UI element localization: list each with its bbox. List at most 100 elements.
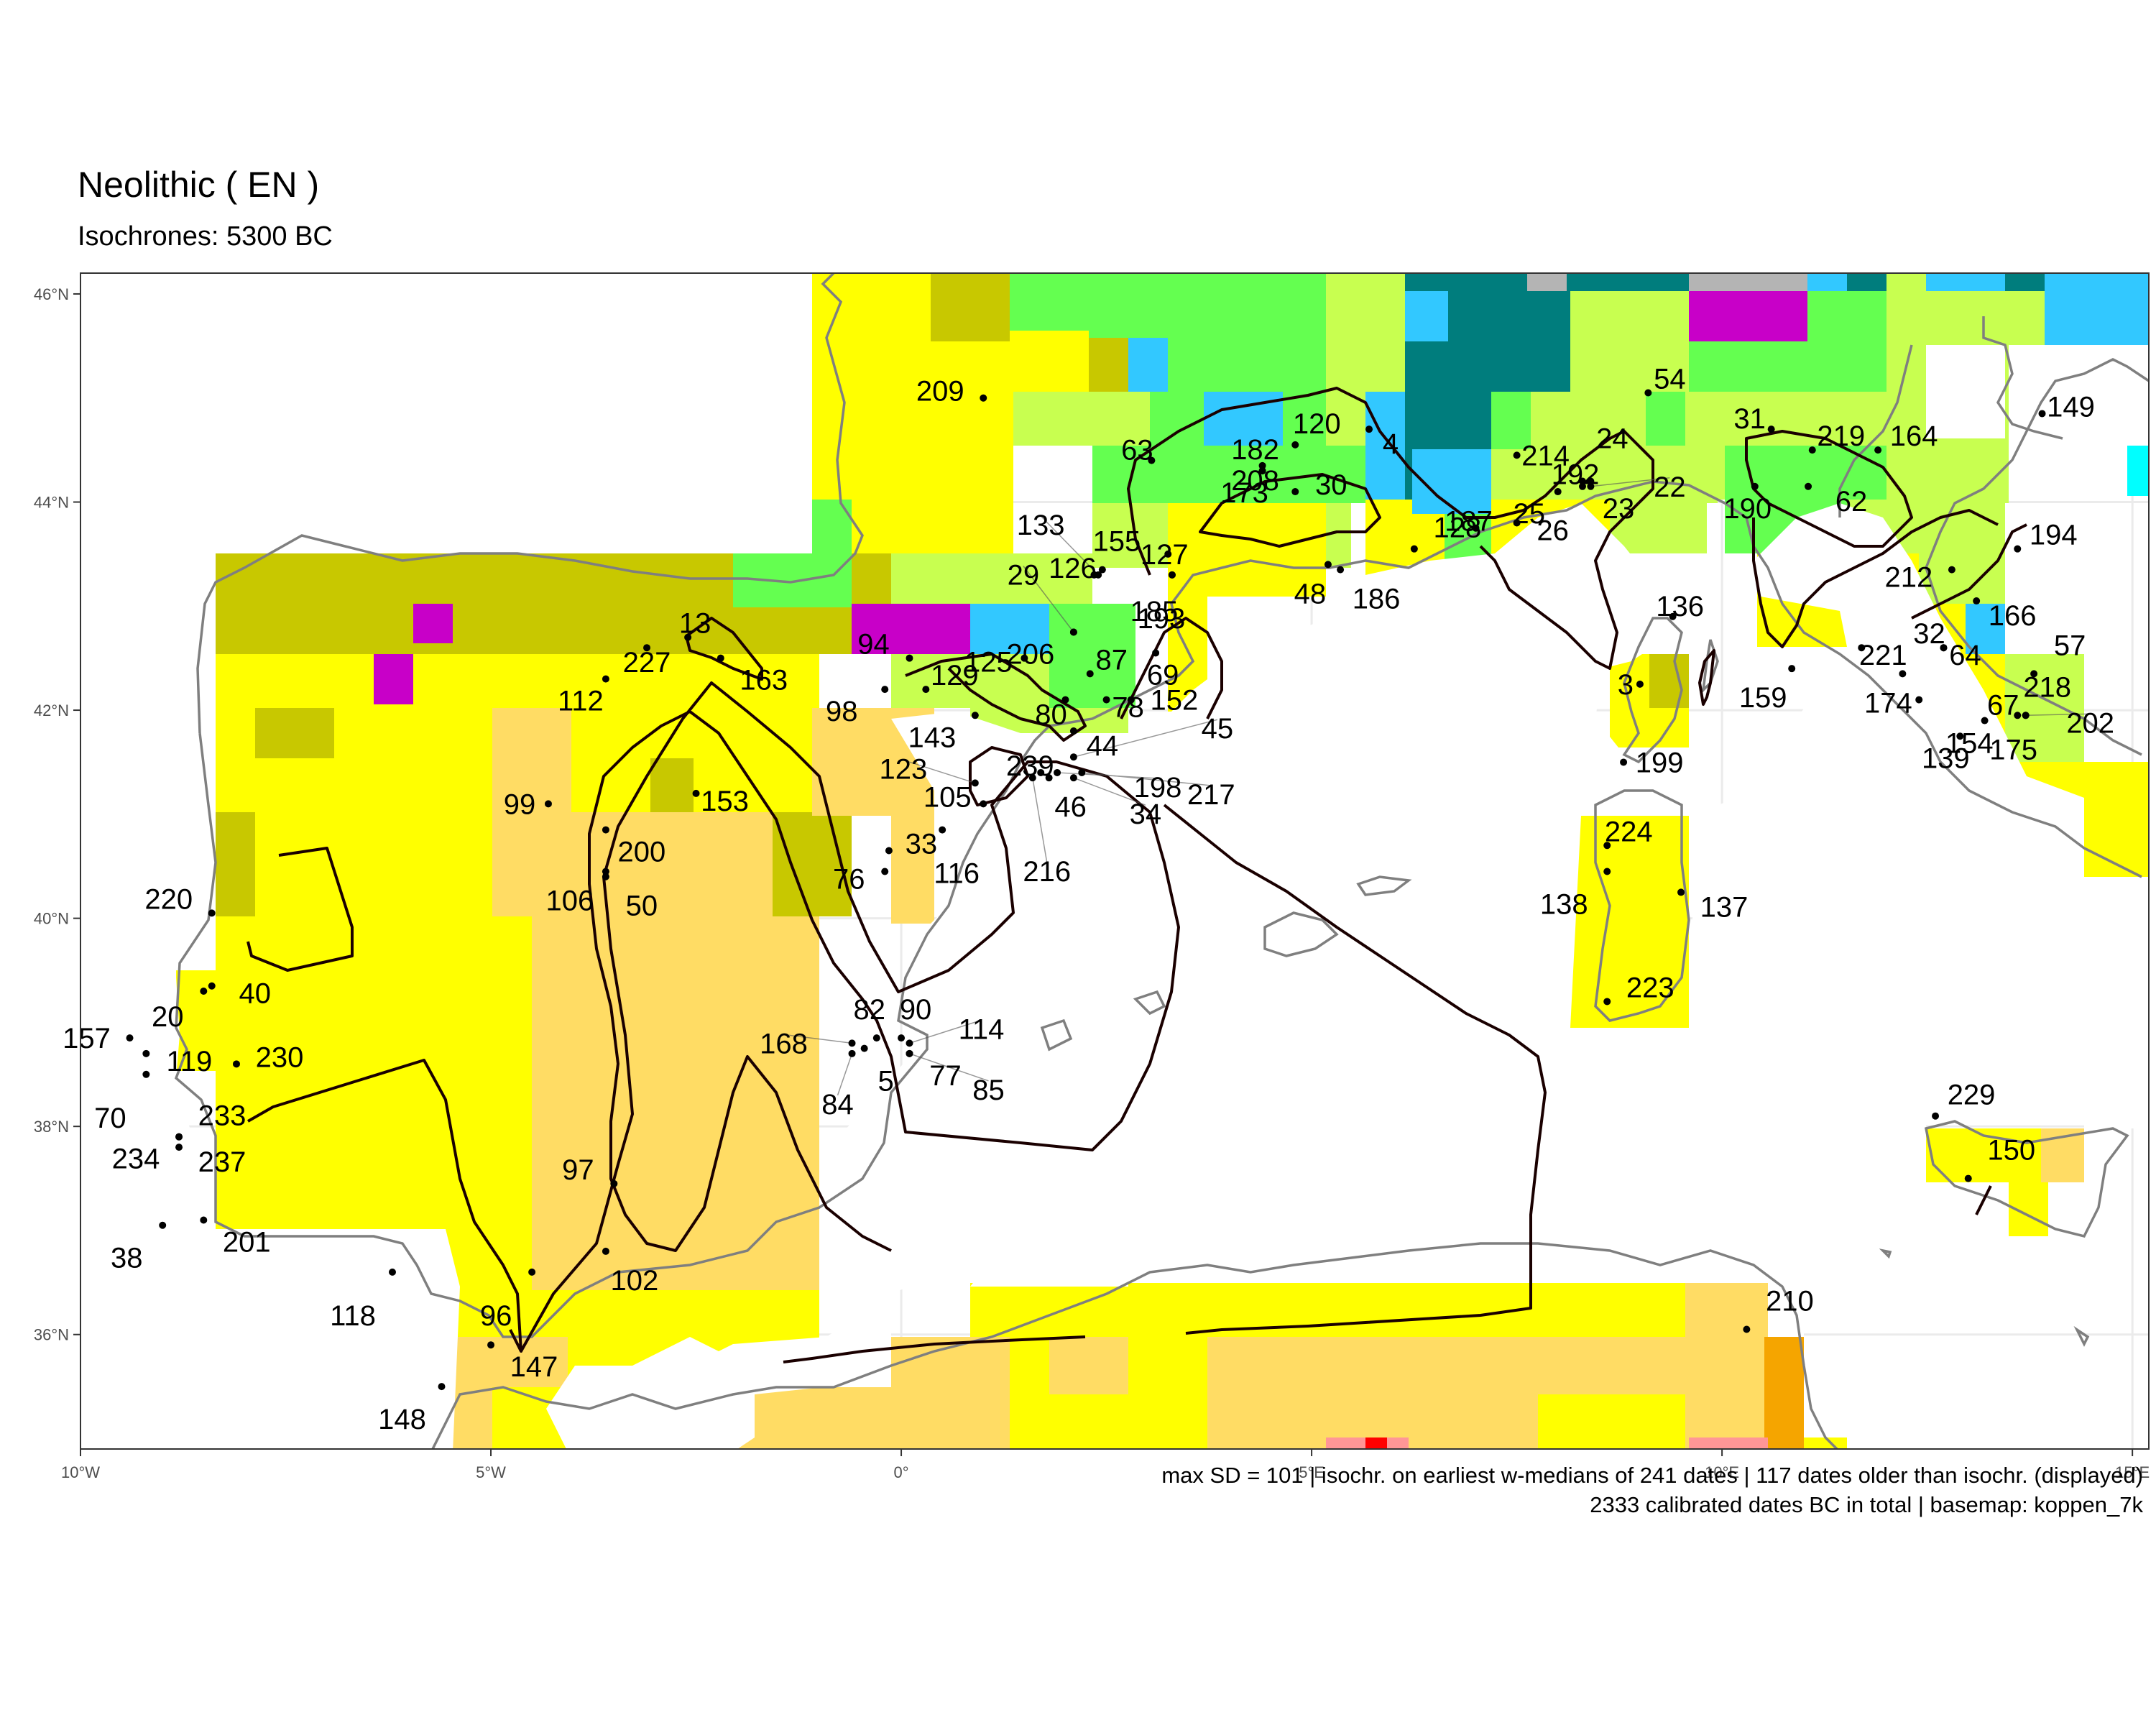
site-point: [1964, 1174, 1972, 1182]
site-points: [126, 389, 2046, 1391]
raster-cell: [1610, 446, 1718, 503]
site-label: 5: [878, 1066, 894, 1098]
site-point: [602, 675, 609, 683]
raster-cell: [1168, 503, 1326, 597]
site-point: [142, 1049, 150, 1057]
site-point: [1513, 519, 1521, 527]
sea-area: [2084, 877, 2149, 1287]
isochrone-lines: [247, 387, 2027, 1363]
site-point: [1603, 868, 1611, 875]
raster-cell: [1570, 291, 1689, 392]
raster-cell: [852, 553, 891, 607]
raster-cell: [1049, 604, 1135, 708]
site-point: [602, 826, 609, 834]
site-point: [610, 1179, 618, 1187]
site-point: [1948, 566, 1955, 574]
site-label: 155: [1092, 526, 1141, 558]
site-point: [922, 686, 930, 694]
raster-cell: [255, 708, 334, 758]
site-point: [906, 1039, 913, 1047]
site-point: [1061, 696, 1069, 704]
site-point: [1874, 446, 1882, 454]
caption-line-2: 2333 calibrated dates BC in total | base…: [1590, 1492, 2143, 1517]
coastline-iberia-north: [196, 273, 864, 734]
raster-cell: [773, 812, 852, 916]
site-point: [1069, 753, 1077, 761]
site-label: 4: [1383, 428, 1399, 460]
isochrone-maritime-alps: [1199, 473, 1381, 548]
raster-cell: [2127, 446, 2149, 496]
coastline-malta: [2073, 1325, 2090, 1347]
site-label: 154: [1945, 728, 1994, 760]
site-label: 153: [701, 786, 749, 817]
site-point: [528, 1268, 536, 1276]
site-label: 87: [1095, 644, 1128, 676]
site-labels: 209 54 149 31 219 164 63 182 120 4 214 24 192 22 208 30…: [63, 363, 2114, 1435]
label-leader: [909, 1019, 982, 1044]
map-title: Neolithic ( EN ): [78, 165, 320, 205]
raster-cell: [532, 916, 819, 1290]
site-point: [1078, 768, 1086, 776]
site-label: 90: [900, 994, 932, 1026]
x-tick-label: 0°: [894, 1463, 909, 1481]
site-label: 209: [916, 376, 964, 408]
site-label: 164: [1890, 420, 1938, 452]
site-label: 221: [1859, 640, 1907, 671]
site-label: 38: [111, 1243, 143, 1274]
site-label: 30: [1315, 469, 1348, 501]
site-point: [159, 1221, 167, 1229]
sea-area: [970, 1222, 1128, 1287]
site-point: [1168, 571, 1176, 579]
site-label: 67: [1987, 689, 2019, 721]
site-label: 201: [223, 1226, 271, 1258]
label-leader-lines: [783, 477, 2091, 1096]
isochrone-africa: [783, 1335, 1086, 1363]
site-label: 218: [2023, 671, 2071, 703]
site-label: 78: [1112, 692, 1144, 724]
isochrone-catalonia-b: [969, 746, 1029, 806]
label-leader: [903, 759, 976, 784]
label-leader: [1073, 719, 1218, 758]
raster-cell: [1365, 1438, 1387, 1449]
site-label: 186: [1353, 584, 1401, 615]
site-point: [1743, 1325, 1751, 1333]
site-label: 233: [198, 1100, 247, 1132]
coastline-adriatic: [1982, 316, 2063, 440]
label-leader: [909, 1053, 989, 1082]
x-tick-label: 5°E: [1299, 1463, 1325, 1481]
site-label: 137: [1700, 891, 1749, 923]
y-axis: 36°N 38°N 40°N 42°N 44°N 46°N: [34, 285, 80, 1344]
site-point: [1767, 426, 1775, 433]
label-leader: [1023, 566, 1074, 632]
isochrone-catalonia-a: [905, 653, 1087, 742]
raster-cell: [1326, 1438, 1365, 1449]
site-label: 46: [1054, 791, 1087, 823]
site-point: [200, 1216, 208, 1224]
site-point: [872, 1034, 880, 1042]
raster-cell: [1405, 291, 1448, 341]
site-label: 97: [562, 1154, 594, 1186]
site-label: 45: [1202, 713, 1234, 745]
site-label: 128: [1433, 512, 1481, 544]
raster-cell: [2084, 805, 2149, 877]
site-point: [2038, 410, 2046, 418]
raster-cell: [1491, 392, 1531, 449]
site-point: [1098, 566, 1106, 574]
label-leader: [1082, 772, 1212, 786]
site-point: [200, 987, 208, 995]
raster-cell: [2045, 273, 2149, 345]
site-point: [1069, 774, 1077, 782]
coastline-sicily: [1924, 1120, 2129, 1238]
raster-cell: [650, 758, 694, 812]
site-point: [1858, 644, 1866, 652]
site-label: 120: [1293, 408, 1341, 440]
coastline-italy-north: [1838, 344, 1913, 518]
site-label: 193: [1138, 603, 1186, 635]
site-point: [980, 800, 987, 808]
site-point: [1028, 774, 1036, 782]
site-label: 239: [1006, 750, 1054, 782]
site-label: 133: [1017, 510, 1065, 541]
coastline-mallorca: [1263, 911, 1339, 957]
site-point: [1587, 477, 1595, 485]
